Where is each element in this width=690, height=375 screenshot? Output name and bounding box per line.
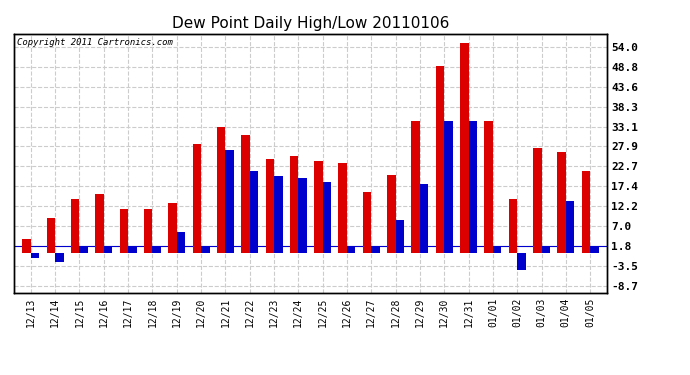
Bar [460, 43, 469, 252]
Bar [152, 246, 161, 252]
Bar [79, 246, 88, 252]
Bar [484, 121, 493, 252]
Bar [177, 232, 185, 252]
Bar [31, 252, 39, 258]
Bar [71, 199, 79, 252]
Bar [444, 121, 453, 252]
Bar [168, 203, 177, 252]
Bar [469, 121, 477, 252]
Bar [371, 246, 380, 252]
Text: Copyright 2011 Cartronics.com: Copyright 2011 Cartronics.com [17, 38, 172, 46]
Bar [241, 135, 250, 252]
Bar [226, 150, 234, 252]
Bar [22, 239, 31, 252]
Bar [193, 144, 201, 252]
Bar [95, 194, 104, 252]
Bar [542, 246, 550, 252]
Bar [395, 220, 404, 252]
Bar [314, 161, 323, 252]
Bar [144, 209, 152, 252]
Bar [323, 182, 331, 252]
Bar [582, 171, 590, 252]
Bar [217, 127, 226, 252]
Bar [436, 66, 444, 252]
Bar [558, 152, 566, 252]
Bar [339, 163, 347, 252]
Bar [590, 246, 599, 252]
Bar [420, 184, 428, 252]
Bar [518, 252, 526, 270]
Bar [387, 174, 395, 252]
Bar [298, 178, 307, 252]
Bar [411, 121, 420, 252]
Bar [290, 156, 298, 252]
Bar [509, 199, 518, 252]
Bar [266, 159, 274, 252]
Bar [493, 246, 502, 252]
Bar [119, 209, 128, 252]
Bar [104, 246, 112, 252]
Bar [47, 218, 55, 252]
Title: Dew Point Daily High/Low 20110106: Dew Point Daily High/Low 20110106 [172, 16, 449, 31]
Bar [566, 201, 574, 252]
Bar [250, 171, 258, 252]
Bar [128, 246, 137, 252]
Bar [533, 148, 542, 252]
Bar [201, 246, 210, 252]
Bar [55, 252, 63, 262]
Bar [363, 192, 371, 252]
Bar [274, 177, 282, 252]
Bar [347, 246, 355, 252]
